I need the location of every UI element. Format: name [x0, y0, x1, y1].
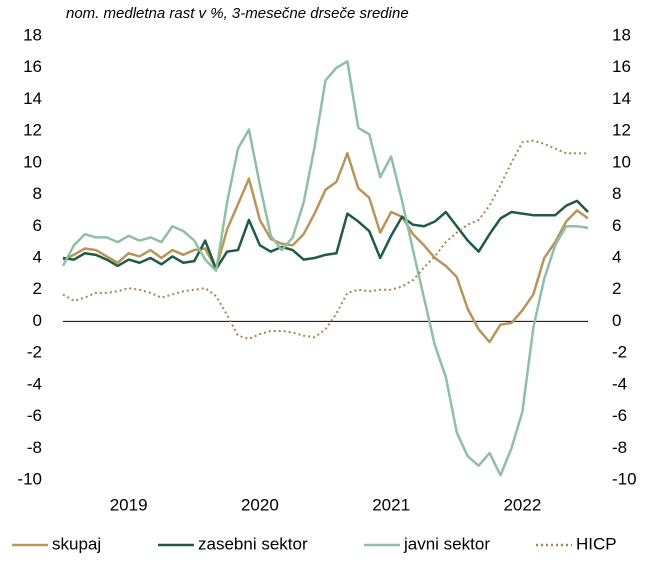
y-tick-label: -10	[17, 469, 42, 488]
series-line	[61, 60, 589, 477]
y-tick-label: -2	[27, 343, 42, 362]
y2-tick-label: -4	[612, 374, 627, 393]
y-tick-label: 4	[33, 247, 42, 266]
y2-tick-label: 16	[612, 57, 631, 76]
legend-label: skupaj	[52, 534, 101, 553]
y2-tick-label: -10	[612, 469, 637, 488]
chart-subtitle: nom. medletna rast v %, 3-mesečne drseče…	[66, 5, 409, 22]
y-tick-label: 18	[23, 25, 42, 44]
series-line	[62, 199, 589, 271]
y2-tick-label: 6	[612, 216, 621, 235]
y2-tick-label: 4	[612, 247, 621, 266]
legend-label: javni sektor	[403, 534, 490, 553]
y-tick-label: 12	[23, 121, 42, 140]
y-tick-label: 16	[23, 57, 42, 76]
x-tick-label: 2021	[372, 495, 410, 514]
y2-tick-label: 2	[612, 279, 621, 298]
y2-tick-label: -6	[612, 406, 627, 425]
y-tick-label: -6	[27, 406, 42, 425]
y2-tick-label: 10	[612, 152, 631, 171]
y2-tick-label: 0	[612, 311, 621, 330]
x-tick-label: 2022	[503, 495, 541, 514]
series-line	[62, 139, 588, 340]
y2-tick-label: 18	[612, 25, 631, 44]
legend-label: HICP	[576, 534, 617, 553]
x-tick-label: 2020	[241, 495, 279, 514]
y2-tick-label: -2	[612, 343, 627, 362]
y2-tick-label: -8	[612, 438, 627, 457]
series-line	[62, 152, 589, 344]
y-tick-label: 10	[23, 152, 42, 171]
y2-tick-label: 14	[612, 89, 631, 108]
y-tick-label: 2	[33, 279, 42, 298]
y-tick-label: -8	[27, 438, 42, 457]
y-tick-label: 8	[33, 184, 42, 203]
x-tick-label: 2019	[110, 495, 148, 514]
y2-tick-label: 12	[612, 121, 631, 140]
y-tick-label: -4	[27, 374, 42, 393]
y-tick-label: 6	[33, 216, 42, 235]
y-tick-label: 14	[23, 89, 42, 108]
y-tick-label: 0	[33, 311, 42, 330]
y2-tick-label: 8	[612, 184, 621, 203]
legend-label: zasebni sektor	[198, 534, 308, 553]
